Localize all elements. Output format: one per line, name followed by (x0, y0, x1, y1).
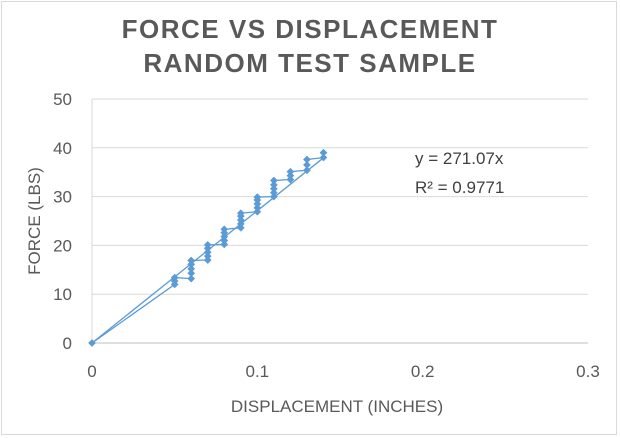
data-point (88, 339, 96, 347)
y-tick-label: 20 (53, 236, 72, 255)
x-axis-title: DISPLACEMENT (INCHES) (231, 397, 443, 416)
chart-title-line-2: RANDOM TEST SAMPLE (143, 48, 477, 78)
data-point (253, 193, 262, 202)
chart-title: FORCE VS DISPLACEMENT RANDOM TEST SAMPLE (2, 12, 618, 80)
trendline-r2: R² = 0.9771 (415, 178, 504, 197)
data-point (187, 264, 196, 273)
y-tick-label: 0 (63, 334, 72, 353)
data-point (319, 153, 328, 162)
x-tick-label: 0.3 (576, 362, 600, 381)
x-tick-label: 0.2 (411, 362, 435, 381)
data-point (187, 256, 196, 265)
y-tick-label: 10 (53, 285, 72, 304)
data-point (286, 167, 295, 176)
x-tick-label: 0 (87, 362, 96, 381)
y-tick-label: 30 (53, 188, 72, 207)
y-axis-title: FORCE (LBS) (25, 167, 44, 275)
data-point (187, 274, 196, 283)
chart-title-line-1: FORCE VS DISPLACEMENT (121, 14, 499, 44)
data-point (187, 269, 196, 278)
data-point (170, 273, 179, 282)
data-point (302, 166, 311, 175)
data-point (236, 209, 245, 218)
trendline-equation: y = 271.07x (415, 149, 504, 168)
data-point (269, 176, 278, 185)
y-tick-label: 40 (53, 139, 72, 158)
data-point (302, 160, 311, 169)
data-point (203, 240, 212, 249)
data-point (319, 148, 328, 157)
y-tick-label: 50 (53, 90, 72, 109)
x-tick-label: 0.1 (246, 362, 270, 381)
data-point (220, 225, 229, 234)
data-point (302, 155, 311, 164)
data-point (269, 180, 278, 189)
